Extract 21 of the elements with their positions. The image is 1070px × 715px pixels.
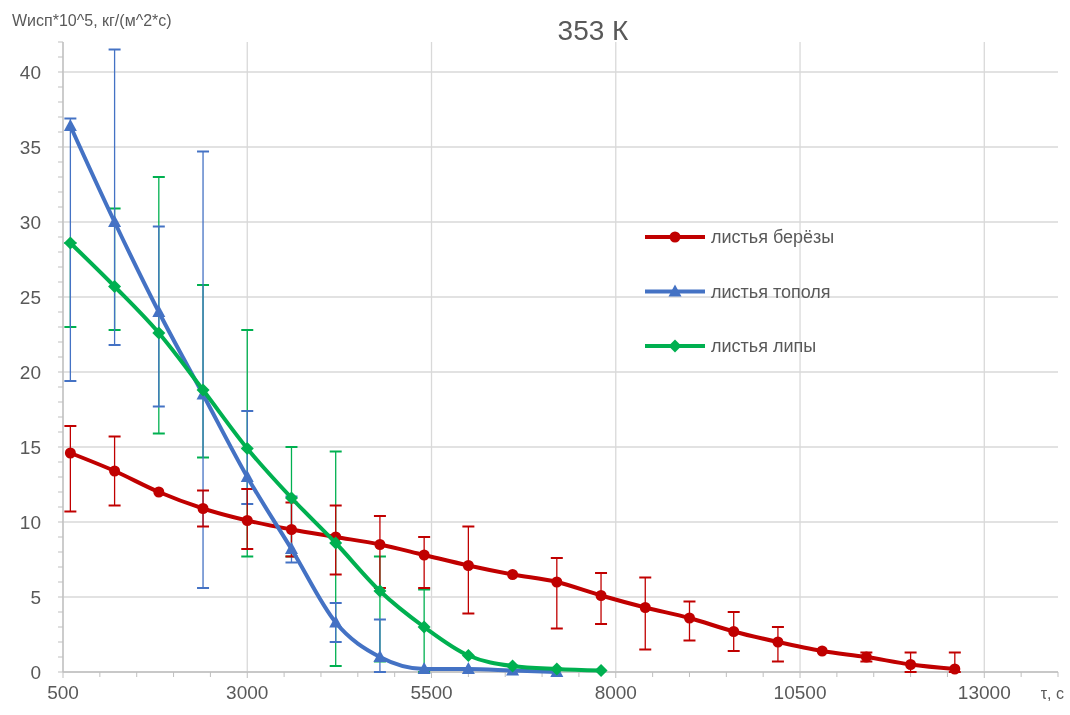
chart-title: 353 К [557,15,630,46]
x-tick-label: 5500 [410,682,453,703]
y-tick-label: 30 [19,211,41,233]
x-tick-label: 3000 [226,682,269,703]
y-axis-title: Wисп*10^5, кг/(м^2*с) [12,12,172,29]
legend-label: листья липы [711,336,817,357]
y-tick-label: 5 [30,586,41,608]
legend-label: листья тополя [711,281,831,302]
y-tick-label: 0 [30,661,41,683]
y-tick-label: 10 [19,511,41,533]
y-tick-label: 25 [19,286,41,308]
x-tick-label: 10500 [773,682,827,703]
x-tick-label: 8000 [594,682,637,703]
x-tick-label: 500 [47,682,79,703]
legend-label: листья берёзы [711,227,835,248]
y-tick-label: 20 [19,361,41,383]
x-axis-title: τ, с [1040,685,1064,702]
x-tick-label: 13000 [957,682,1011,703]
y-tick-label: 40 [19,61,41,83]
y-tick-label: 15 [19,436,41,458]
y-tick-label: 35 [19,136,41,158]
